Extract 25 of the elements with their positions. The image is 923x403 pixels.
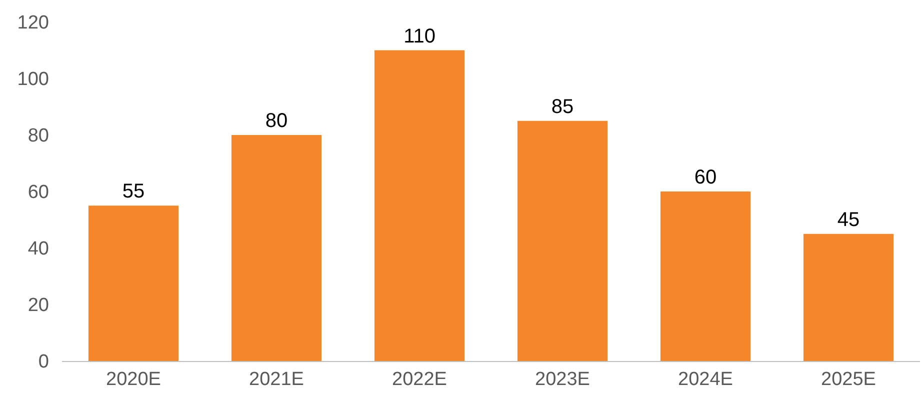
data-label: 80 (265, 110, 288, 132)
y-tick-label: 40 (28, 238, 49, 260)
bar (660, 192, 751, 361)
x-tick-label: 2022E (392, 368, 447, 390)
bar (88, 206, 179, 361)
data-label: 110 (404, 25, 436, 48)
x-tick-label: 2024E (678, 368, 733, 390)
data-label: 60 (694, 166, 717, 188)
bar (517, 120, 608, 361)
x-tick-label: 2021E (249, 368, 304, 390)
data-label: 85 (551, 96, 574, 118)
x-tick-label: 2023E (535, 368, 590, 390)
y-tick-label: 80 (28, 126, 49, 147)
y-tick-label: 120 (17, 12, 49, 34)
y-tick-label: 60 (28, 182, 49, 204)
data-label: 55 (122, 180, 145, 203)
y-tick-label: 0 (38, 352, 49, 373)
bar (231, 135, 322, 361)
data-label: 45 (837, 208, 860, 231)
y-tick-label: 100 (17, 69, 49, 90)
x-tick-label: 2020E (106, 368, 161, 390)
y-tick-label: 20 (28, 295, 49, 316)
bar (374, 50, 465, 361)
x-tick-label: 2025E (821, 368, 876, 390)
bar (803, 234, 894, 361)
